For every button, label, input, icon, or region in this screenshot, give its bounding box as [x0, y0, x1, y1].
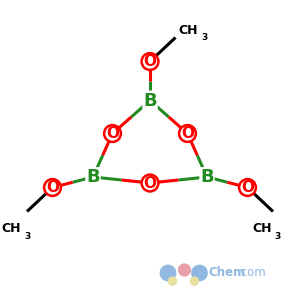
Text: O: O: [143, 54, 157, 69]
Text: B: B: [200, 168, 214, 186]
Text: CH: CH: [252, 223, 272, 236]
Text: B: B: [86, 168, 100, 186]
Text: O: O: [143, 176, 157, 190]
Circle shape: [190, 276, 199, 286]
Circle shape: [44, 179, 61, 196]
Text: Chem: Chem: [208, 266, 246, 280]
Circle shape: [179, 125, 196, 142]
Circle shape: [160, 265, 176, 281]
Circle shape: [142, 175, 158, 191]
Text: B: B: [143, 92, 157, 110]
Text: O: O: [181, 126, 194, 141]
Circle shape: [168, 276, 177, 286]
Circle shape: [178, 263, 191, 277]
Text: O: O: [46, 180, 59, 195]
Text: CH: CH: [178, 24, 198, 37]
Circle shape: [142, 53, 158, 70]
Circle shape: [104, 125, 121, 142]
Text: O: O: [106, 126, 119, 141]
Text: 3: 3: [24, 232, 30, 241]
Text: O: O: [241, 180, 254, 195]
Text: 3: 3: [201, 33, 207, 42]
Text: CH: CH: [2, 223, 21, 236]
Circle shape: [191, 265, 208, 281]
Text: 3: 3: [274, 232, 281, 241]
Circle shape: [239, 179, 256, 196]
Text: .com: .com: [238, 266, 267, 280]
